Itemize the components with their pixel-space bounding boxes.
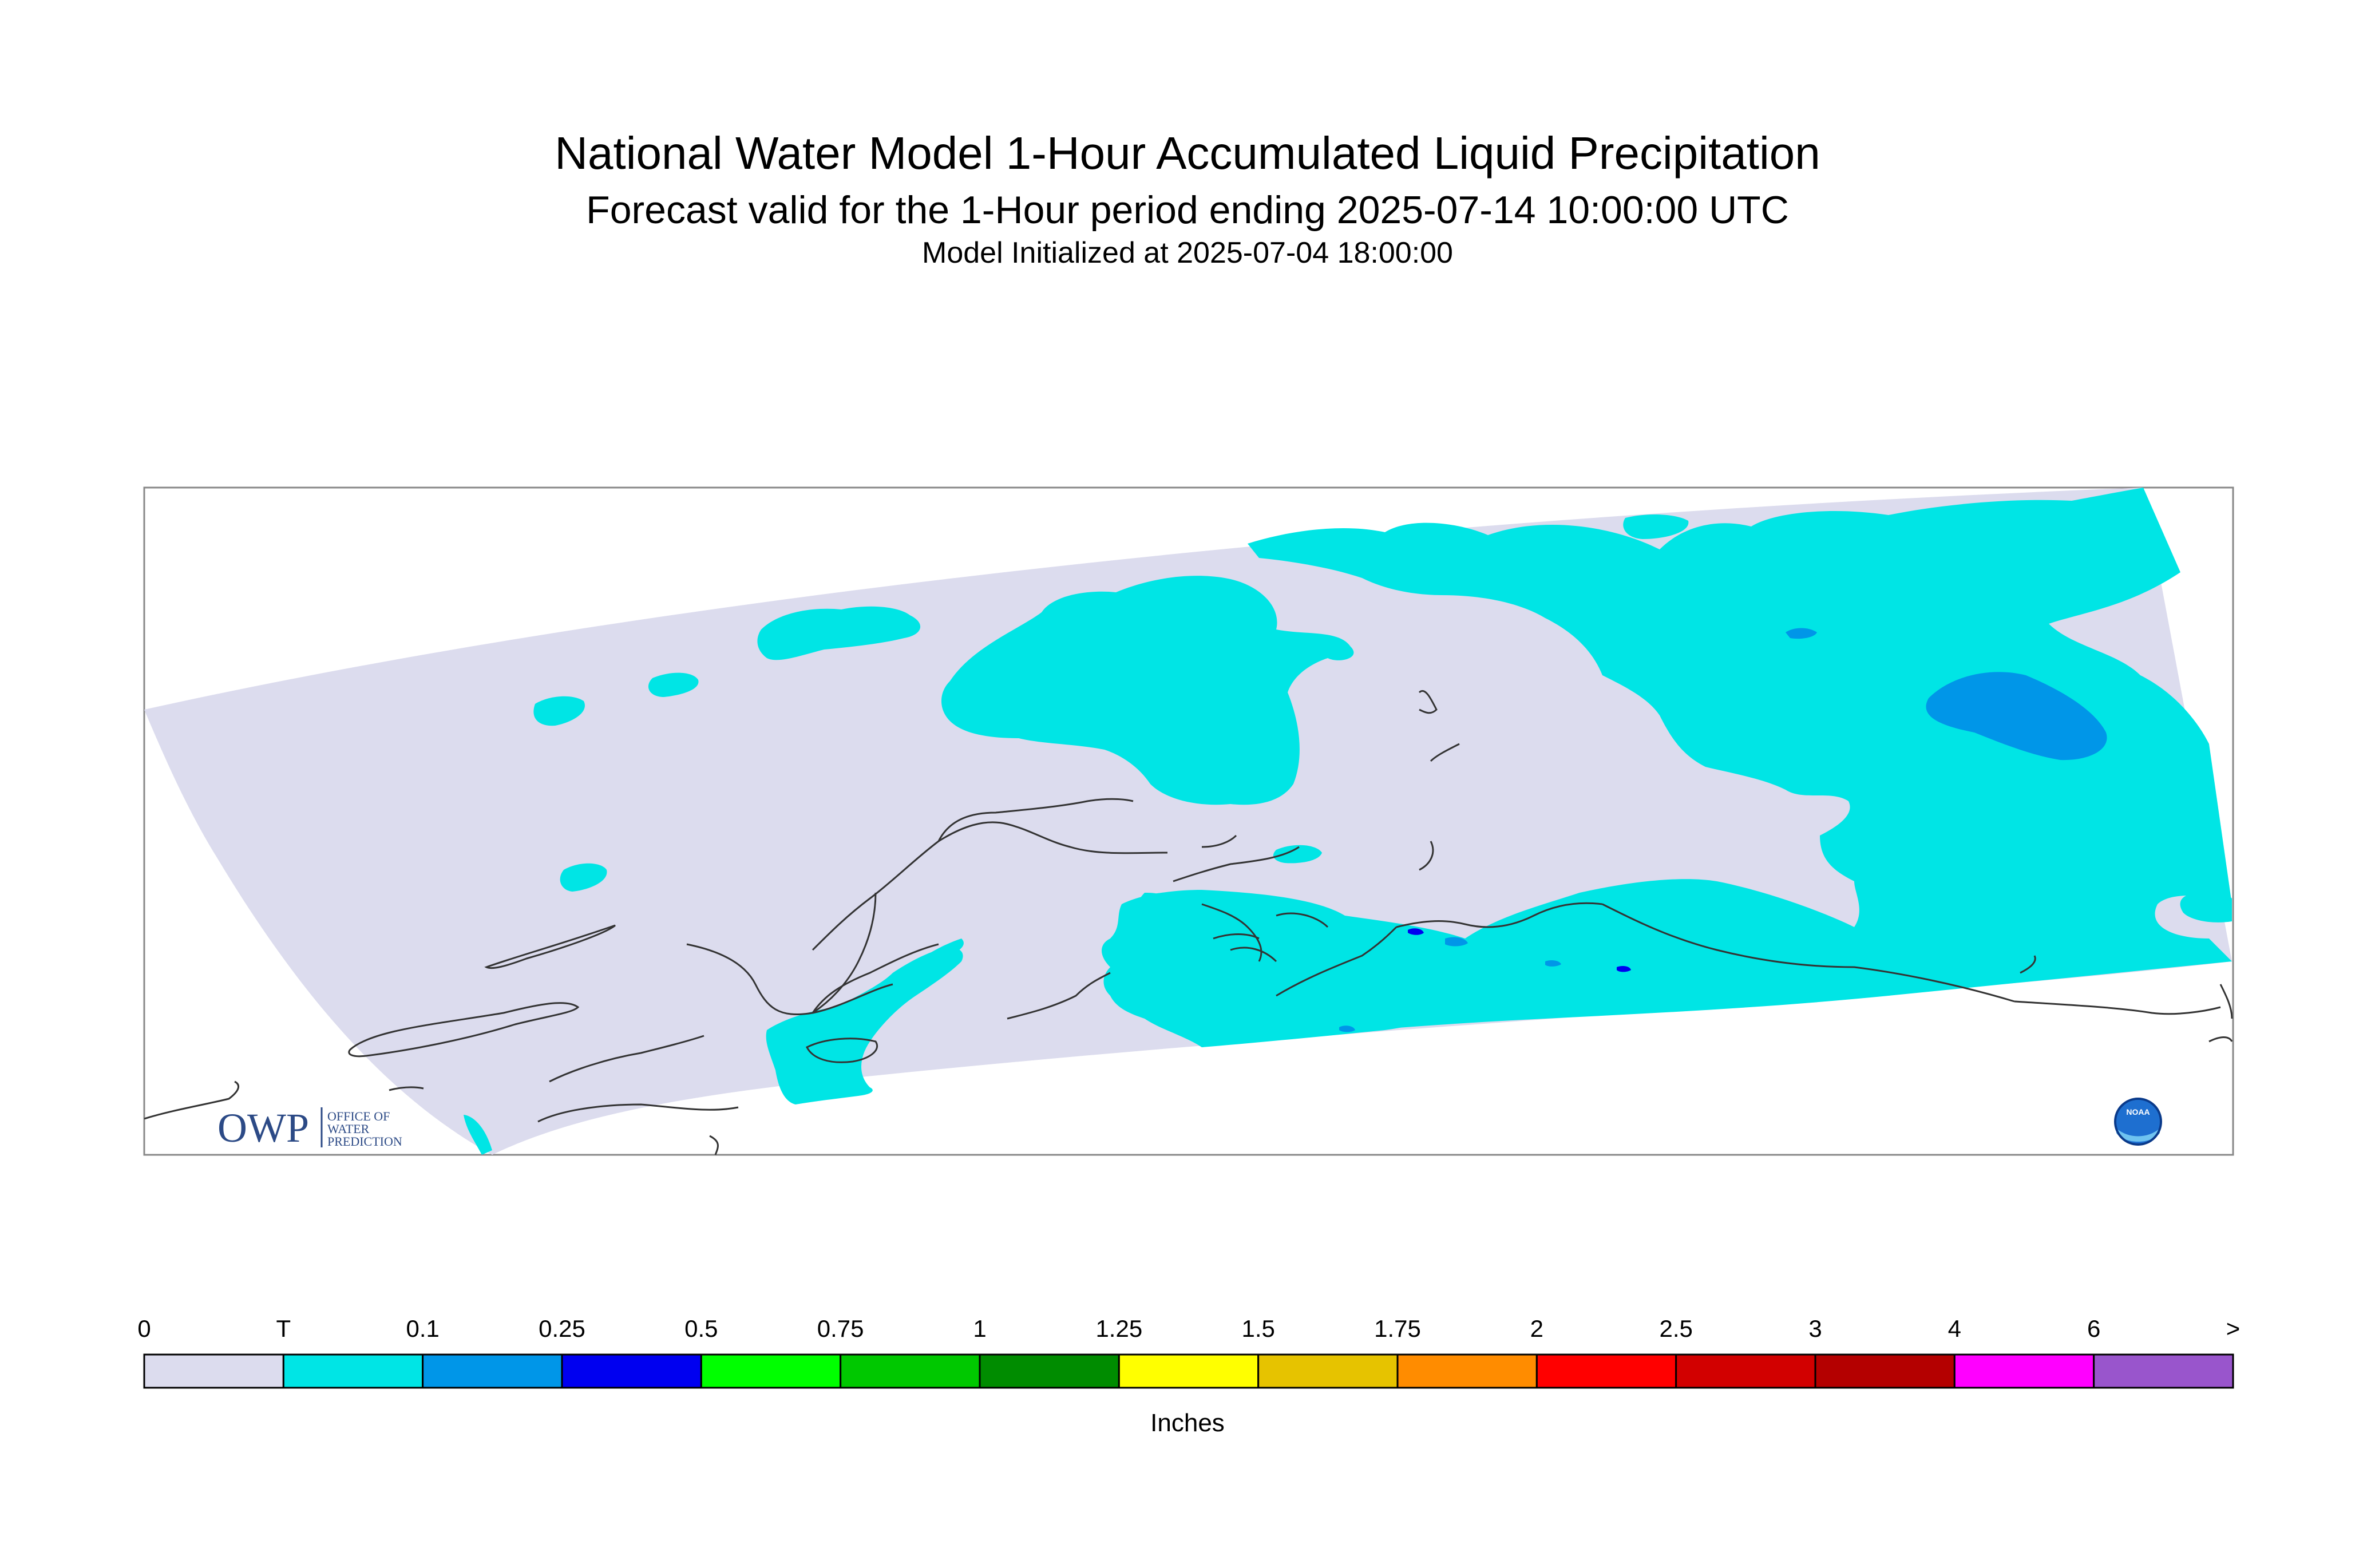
light-area-dot1: [1545, 960, 1561, 967]
owp-logo-line3: PREDICTION: [327, 1134, 402, 1149]
legend-tick-label: 0: [137, 1315, 151, 1342]
legend-swatch: [979, 1353, 1120, 1389]
legend-tick-label: 2.5: [1659, 1315, 1692, 1342]
trace-area-island-west: [533, 696, 585, 726]
trace-area-island-sw: [560, 863, 607, 892]
legend-swatch: [1118, 1353, 1260, 1389]
legend-swatch: [143, 1353, 284, 1389]
legend-swatch: [2093, 1353, 2234, 1389]
coastlines: [144, 690, 2233, 1155]
owp-logo-mark: OWP: [217, 1105, 309, 1151]
legend-tick-label: >: [2226, 1315, 2241, 1342]
legend-swatch: [282, 1353, 424, 1389]
owp-logo-line1: OFFICE OF: [327, 1109, 390, 1123]
owp-logo: OWP OFFICE OF WATER PREDICTION: [217, 1105, 402, 1151]
legend-tick-label: 0.25: [539, 1315, 585, 1342]
trace-area-island-mid: [648, 672, 699, 697]
legend-swatch: [1953, 1353, 2095, 1389]
legend-swatch: [1257, 1353, 1399, 1389]
legend-tick-label: 1.75: [1374, 1315, 1421, 1342]
trace-area-peninsula-tip: [904, 939, 964, 973]
legend-tick-label: 0.5: [684, 1315, 718, 1342]
trace-area-north-central: [941, 576, 1354, 805]
legend-units: Inches: [1150, 1409, 1225, 1437]
legend-tick-label: 0.1: [406, 1315, 439, 1342]
light-area-ne-blob: [1786, 628, 1817, 639]
legend-swatch: [700, 1353, 842, 1389]
trace-area-island-ne: [1623, 514, 1689, 539]
trace-area-sw-corner: [464, 1115, 492, 1155]
model-init-time: Model Initialized at 2025-07-04 18:00:00: [922, 236, 1453, 270]
trace-area-north: [757, 606, 921, 660]
moderate-precip-areas: [1408, 928, 1631, 972]
light-precip-areas: [1339, 628, 2107, 1032]
light-area-east: [1926, 672, 2107, 761]
legend-colorbar: [143, 1353, 2234, 1389]
legend-tick-label: 4: [1948, 1315, 1961, 1342]
map-title: National Water Model 1-Hour Accumulated …: [555, 128, 1820, 179]
legend-swatch: [1535, 1353, 1677, 1389]
legend-swatch: [1396, 1353, 1538, 1389]
map-subtitle: Forecast valid for the 1-Hour period end…: [586, 188, 1789, 232]
trace-area-far-east: [2180, 892, 2232, 922]
legend-swatch: [1814, 1353, 1956, 1389]
legend-tick-label: 1.25: [1095, 1315, 1142, 1342]
legend-swatch: [561, 1353, 702, 1389]
legend-tick-label: 1: [973, 1315, 986, 1342]
legend-swatch: [422, 1353, 563, 1389]
legend-labels: 0 T 0.1 0.25 0.5 0.75 1 1.25 1.5 1.75 2 2.5 3 4 6 >: [137, 1315, 2240, 1342]
trace-area-northeast: [1117, 488, 2232, 1047]
trace-area-peninsula: [766, 948, 963, 1104]
noaa-logo-text: NOAA: [2126, 1107, 2150, 1116]
legend-tick-label: 3: [1808, 1315, 1822, 1342]
legend-tick-label: 6: [2087, 1315, 2100, 1342]
legend-swatch: [1675, 1353, 1816, 1389]
noaa-logo: NOAA: [2114, 1098, 2162, 1146]
trace-area-island-coast: [1273, 845, 1322, 864]
legend-tick-label: 0.75: [817, 1315, 864, 1342]
moderate-area-dot: [1617, 965, 1631, 972]
moderate-area-coast: [1408, 928, 1424, 935]
legend-tick-label: T: [276, 1315, 291, 1342]
legend-tick-label: 1.5: [1241, 1315, 1274, 1342]
legend-swatch: [840, 1353, 981, 1389]
light-area-coast: [1445, 937, 1468, 947]
legend-tick-label: 2: [1530, 1315, 1543, 1342]
light-area-dot2: [1339, 1025, 1355, 1032]
owp-logo-line2: WATER: [327, 1122, 370, 1136]
